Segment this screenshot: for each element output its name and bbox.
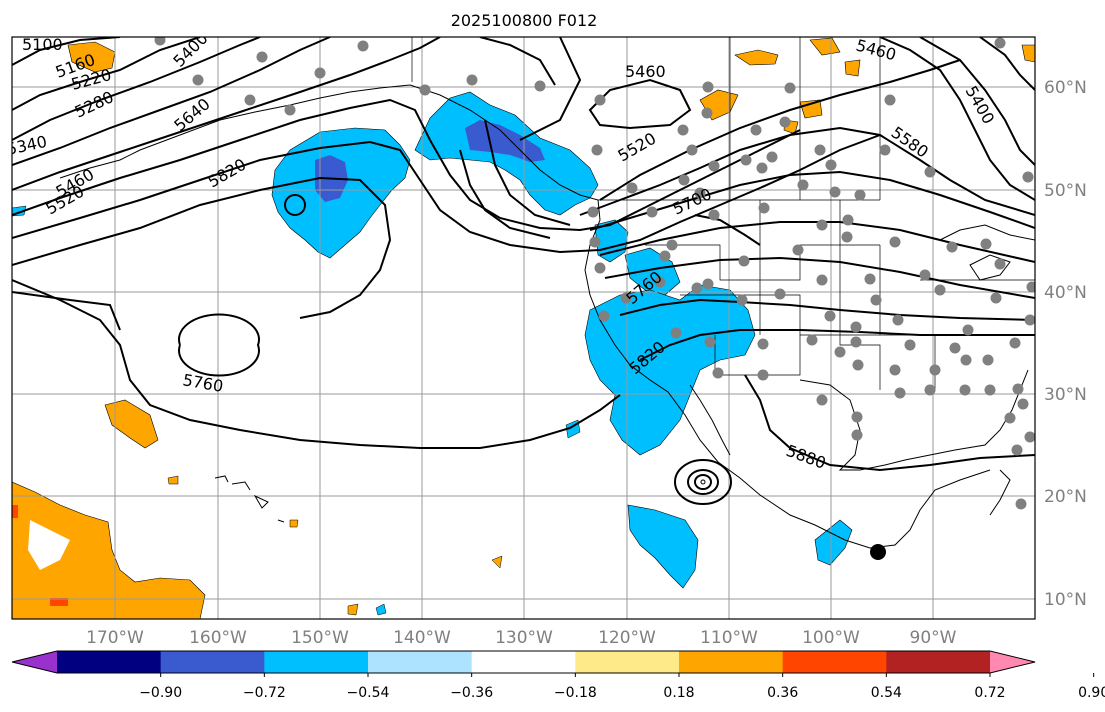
colorbar-segment xyxy=(57,651,162,673)
graticule xyxy=(12,37,1035,619)
colorbar-tick-label: 0.18 xyxy=(663,685,694,701)
colorbar-tick-label: −0.36 xyxy=(450,685,493,701)
lon-label: 130°W xyxy=(495,628,553,648)
anomaly-region xyxy=(809,37,841,56)
colorbar-extend-low xyxy=(12,651,57,673)
contour-label: 5100 xyxy=(22,35,63,54)
lat-label: 10°N xyxy=(1044,590,1087,610)
colorbar-segment xyxy=(471,651,576,673)
colorbar-tick-label: −0.54 xyxy=(347,685,390,701)
anomaly-region xyxy=(1021,44,1035,63)
longitude-labels: 170°W 160°W 150°W 140°W 130°W 120°W 110°… xyxy=(86,628,957,648)
colorbar-tick-label: −0.90 xyxy=(139,685,182,701)
anomaly-region xyxy=(814,519,853,566)
map-title: 2025100800 F012 xyxy=(451,11,598,30)
islands xyxy=(214,475,706,523)
state-borders xyxy=(411,37,1035,390)
station-markers xyxy=(154,37,1035,510)
colorbar-segment xyxy=(886,651,991,673)
colorbar-segment xyxy=(264,651,369,673)
colorbar-segment xyxy=(368,651,473,673)
anomaly-region xyxy=(12,481,206,619)
colorbar-segment xyxy=(575,651,680,673)
lon-label: 90°W xyxy=(910,628,957,648)
colorbar-tick-label: −0.72 xyxy=(243,685,286,701)
lon-label: 140°W xyxy=(393,628,451,648)
colorbar xyxy=(11,650,1036,674)
colorbar-tick-label: 0.72 xyxy=(974,685,1005,701)
colorbar-extend-high xyxy=(990,651,1035,673)
anomaly-region xyxy=(289,519,299,528)
colorbar-segment xyxy=(782,651,887,673)
lat-label: 20°N xyxy=(1044,487,1087,507)
storm-center-marker xyxy=(870,544,886,560)
colorbar-tick-label: 0.90 xyxy=(1078,685,1105,701)
colorbar-tick-label: −0.18 xyxy=(554,685,597,701)
colorbar-labels: −0.90 −0.72 −0.54 −0.36 −0.18 0.18 0.36 0.54 0.7… xyxy=(139,673,1105,701)
anomaly-region xyxy=(375,603,387,616)
anomaly-region xyxy=(844,59,861,77)
anomaly-region xyxy=(347,603,359,616)
colorbar-tick-label: 0.54 xyxy=(871,685,902,701)
colorbar-outline xyxy=(11,650,1036,674)
lon-label: 160°W xyxy=(189,628,247,648)
anomaly-region xyxy=(167,475,179,485)
anomaly-region xyxy=(594,219,629,263)
lat-label: 50°N xyxy=(1044,181,1087,201)
lon-label: 120°W xyxy=(598,628,656,648)
lat-label: 30°N xyxy=(1044,385,1087,405)
latitude-labels: 60°N 50°N 40°N 30°N 20°N 10°N xyxy=(1044,78,1087,610)
colorbar-tick-label: 0.36 xyxy=(767,685,798,701)
colorbar-segment xyxy=(679,651,784,673)
anomaly-region xyxy=(627,504,699,589)
anomaly-region xyxy=(67,41,116,73)
lon-label: 110°W xyxy=(700,628,758,648)
lon-label: 170°W xyxy=(86,628,144,648)
anomaly-region xyxy=(465,120,545,162)
contour-label: 5460 xyxy=(625,62,666,81)
map-panel: 5100 5160 5220 5280 5340 5400 5460 5520 … xyxy=(11,35,1036,620)
anomaly-region xyxy=(734,49,779,66)
map-frame xyxy=(11,36,1036,620)
anomaly-region xyxy=(28,520,70,570)
anomaly-region xyxy=(491,555,503,569)
lat-label: 60°N xyxy=(1044,78,1087,98)
lon-label: 100°W xyxy=(802,628,860,648)
lon-label: 150°W xyxy=(291,628,349,648)
colorbar-segment xyxy=(160,651,265,673)
anomaly-region xyxy=(50,598,68,606)
lat-label: 40°N xyxy=(1044,283,1087,303)
anomaly-region xyxy=(12,505,18,518)
